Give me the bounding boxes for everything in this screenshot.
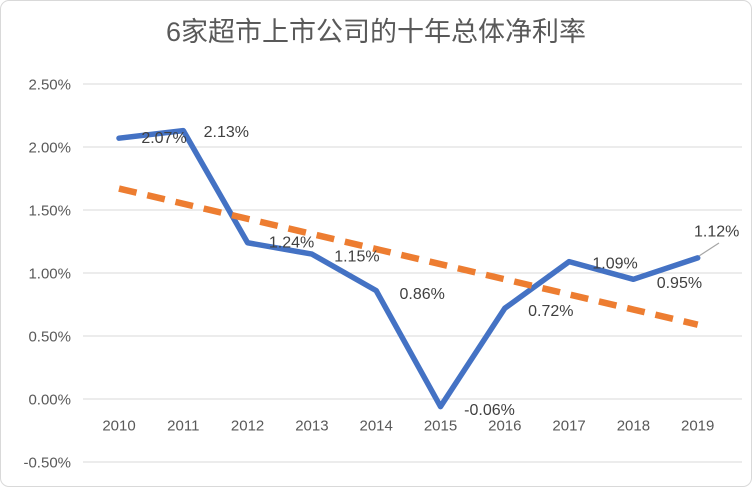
x-axis-tick-label: 2015	[424, 417, 457, 434]
net-margin-line	[116, 127, 701, 410]
trendline	[118, 185, 699, 328]
x-axis-tick-label: 2019	[681, 417, 714, 434]
x-axis-tick-label: 2014	[360, 417, 393, 434]
y-axis-tick-label: 1.00%	[28, 265, 71, 282]
y-axis-tick-label: 1.50%	[28, 202, 71, 219]
data-label: -0.06%	[464, 402, 515, 419]
data-label: 1.24%	[269, 234, 314, 251]
data-label-leader-line	[698, 242, 720, 257]
y-axis-tick-label: 0.50%	[28, 328, 71, 345]
x-axis-tick-label: 2013	[295, 417, 328, 434]
data-label: 2.13%	[204, 124, 249, 141]
x-axis-tick-label: 2016	[488, 417, 521, 434]
y-axis-tick-label: 2.50%	[28, 76, 71, 93]
data-label: 1.12%	[694, 223, 739, 240]
data-label: 0.95%	[657, 275, 702, 292]
data-label: 0.86%	[400, 286, 445, 303]
x-axis-tick-label: 2011	[167, 417, 199, 434]
x-axis-tick-label: 2012	[231, 417, 264, 434]
x-axis-tick-label: 2010	[102, 417, 135, 434]
x-axis-tick-label: 2017	[552, 417, 585, 434]
chart-title: 6家超市上市公司的十年总体净利率	[165, 17, 586, 47]
data-label: 2.07%	[141, 130, 186, 147]
data-label: 0.72%	[528, 303, 573, 320]
y-axis-tick-label: 0.00%	[28, 391, 71, 408]
data-label: 1.15%	[334, 249, 379, 266]
x-axis-tick-label: 2018	[617, 417, 650, 434]
data-label: 1.09%	[592, 255, 637, 272]
y-axis-tick-label: 2.00%	[28, 139, 71, 156]
y-axis-tick-label: -0.50%	[23, 454, 71, 471]
